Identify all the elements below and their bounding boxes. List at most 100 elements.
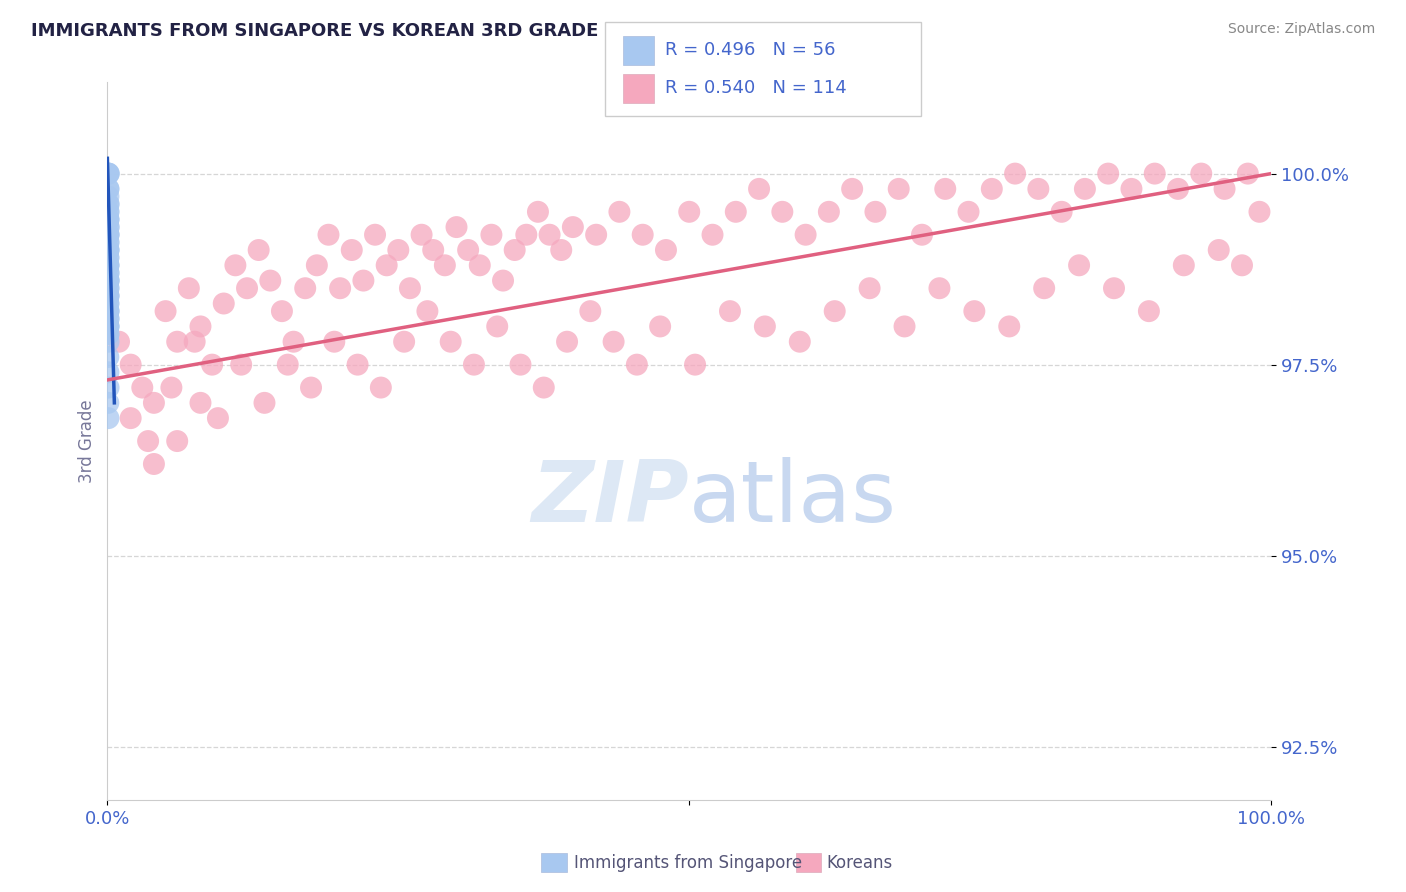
Point	[236, 281, 259, 295]
Point	[655, 243, 678, 257]
Point	[207, 411, 229, 425]
Point	[1050, 204, 1073, 219]
Point	[440, 334, 463, 349]
Point	[538, 227, 561, 242]
Point	[183, 334, 205, 349]
Point	[818, 204, 841, 219]
Point	[97, 197, 120, 211]
Point	[609, 204, 631, 219]
Point	[97, 296, 120, 310]
Point	[503, 243, 526, 257]
Point	[136, 434, 159, 448]
Point	[190, 396, 212, 410]
Point	[824, 304, 846, 318]
Point	[97, 319, 120, 334]
Point	[97, 319, 120, 334]
Point	[387, 243, 409, 257]
Point	[515, 227, 537, 242]
Text: Immigrants from Singapore: Immigrants from Singapore	[574, 854, 801, 871]
Point	[120, 358, 142, 372]
Point	[318, 227, 340, 242]
Point	[1213, 182, 1236, 196]
Point	[561, 220, 583, 235]
Point	[97, 235, 120, 250]
Point	[97, 289, 120, 303]
Point	[97, 243, 120, 257]
Point	[352, 274, 374, 288]
Point	[97, 258, 120, 272]
Point	[97, 220, 120, 235]
Point	[97, 350, 120, 364]
Point	[1097, 167, 1119, 181]
Point	[166, 434, 188, 448]
Point	[323, 334, 346, 349]
Point	[364, 227, 387, 242]
Point	[97, 251, 120, 265]
Point	[97, 204, 120, 219]
Point	[683, 358, 706, 372]
Point	[247, 243, 270, 257]
Point	[97, 289, 120, 303]
Point	[1074, 182, 1097, 196]
Point	[155, 304, 177, 318]
Point	[1230, 258, 1253, 272]
Point	[1028, 182, 1050, 196]
Point	[97, 167, 120, 181]
Point	[1249, 204, 1271, 219]
Point	[97, 281, 120, 295]
Point	[789, 334, 811, 349]
Point	[97, 411, 120, 425]
Point	[97, 227, 120, 242]
Point	[97, 319, 120, 334]
Point	[754, 319, 776, 334]
Point	[980, 182, 1002, 196]
Point	[97, 274, 120, 288]
Point	[550, 243, 572, 257]
Point	[555, 334, 578, 349]
Point	[97, 296, 120, 310]
Point	[748, 182, 770, 196]
Point	[1137, 304, 1160, 318]
Point	[887, 182, 910, 196]
Point	[370, 380, 392, 394]
Point	[97, 182, 120, 196]
Point	[97, 258, 120, 272]
Point	[963, 304, 986, 318]
Point	[346, 358, 368, 372]
Point	[97, 274, 120, 288]
Point	[463, 358, 485, 372]
Point	[1033, 281, 1056, 295]
Point	[724, 204, 747, 219]
Point	[1143, 167, 1166, 181]
Point	[928, 281, 950, 295]
Point	[97, 212, 120, 227]
Point	[190, 319, 212, 334]
Point	[527, 204, 550, 219]
Point	[201, 358, 224, 372]
Point	[97, 266, 120, 280]
Text: R = 0.496   N = 56: R = 0.496 N = 56	[665, 42, 835, 60]
Point	[97, 281, 120, 295]
Point	[299, 380, 322, 394]
Text: Koreans: Koreans	[827, 854, 893, 871]
Text: R = 0.540   N = 114: R = 0.540 N = 114	[665, 78, 846, 96]
Point	[340, 243, 363, 257]
Point	[1236, 167, 1258, 181]
Point	[392, 334, 415, 349]
Point	[865, 204, 887, 219]
Point	[718, 304, 741, 318]
Point	[375, 258, 398, 272]
Point	[97, 212, 120, 227]
Point	[678, 204, 700, 219]
Point	[97, 327, 120, 342]
Point	[97, 327, 120, 342]
Point	[650, 319, 672, 334]
Point	[481, 227, 503, 242]
Text: atlas: atlas	[689, 457, 897, 540]
Point	[120, 411, 142, 425]
Point	[702, 227, 724, 242]
Point	[509, 358, 531, 372]
Point	[259, 274, 281, 288]
Point	[97, 182, 120, 196]
Point	[446, 220, 468, 235]
